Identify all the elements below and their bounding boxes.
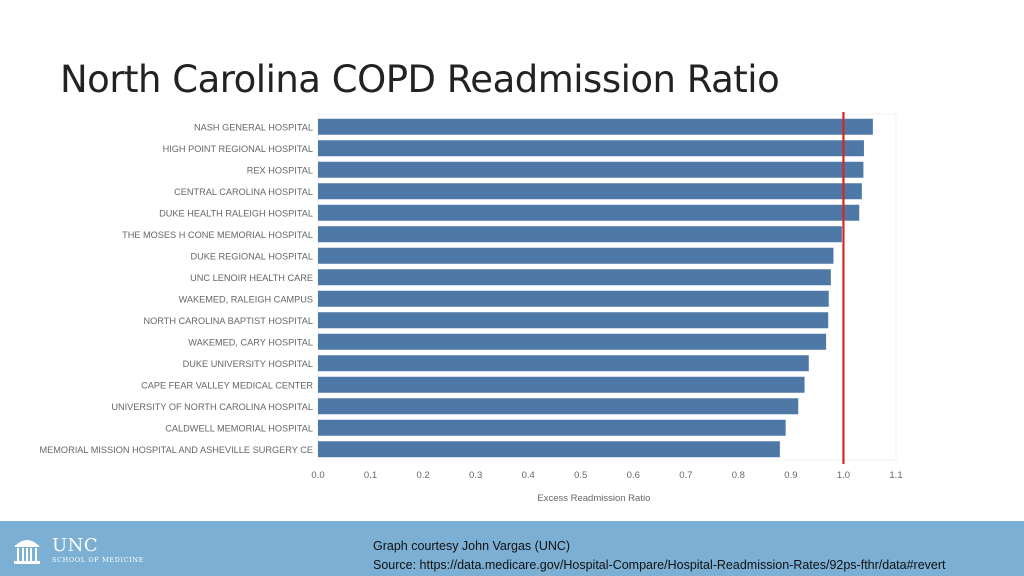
- bar: [318, 441, 780, 458]
- category-label: NASH GENERAL HOSPITAL: [194, 122, 313, 132]
- x-tick-label: 1.0: [837, 470, 850, 481]
- unc-logo: UNC SCHOOL OF MEDICINE: [14, 535, 154, 567]
- bar: [318, 247, 834, 264]
- category-label: CALDWELL MEMORIAL HOSPITAL: [165, 423, 313, 433]
- bar: [318, 333, 827, 350]
- x-tick-label: 0.2: [416, 470, 429, 481]
- category-label: DUKE HEALTH RALEIGH HOSPITAL: [159, 208, 313, 218]
- x-tick-label: 0.0: [311, 470, 324, 481]
- x-tick-label: 0.3: [469, 470, 482, 481]
- chart-svg: NASH GENERAL HOSPITAL HIGH POINT REGIONAL…: [40, 112, 903, 504]
- x-tick-label: 0.6: [627, 470, 640, 481]
- bar: [318, 118, 873, 135]
- category-label: NORTH CAROLINA BAPTIST HOSPITAL: [144, 316, 314, 326]
- bar-chart: NASH GENERAL HOSPITAL HIGH POINT REGIONAL…: [0, 108, 1024, 508]
- category-label: MEMORIAL MISSION HOSPITAL AND ASHEVILLE …: [40, 445, 314, 455]
- bar: [318, 398, 799, 415]
- category-label: CAPE FEAR VALLEY MEDICAL CENTER: [141, 380, 313, 390]
- category-label: WAKEMED, RALEIGH CAMPUS: [179, 294, 313, 304]
- category-label: THE MOSES H CONE MEMORIAL HOSPITAL: [122, 230, 313, 240]
- credit-block: Graph courtesy John Vargas (UNC) Source:…: [373, 537, 946, 575]
- bar: [318, 290, 829, 307]
- bar: [318, 204, 860, 221]
- x-tick-label: 0.5: [574, 470, 587, 481]
- bar: [318, 269, 831, 286]
- bar: [318, 355, 809, 372]
- credit-line: Graph courtesy John Vargas (UNC): [373, 539, 571, 553]
- category-label: DUKE REGIONAL HOSPITAL: [190, 251, 313, 261]
- old-well-icon: [14, 540, 40, 564]
- bar: [318, 140, 864, 157]
- x-tick-label: 0.7: [679, 470, 692, 481]
- category-label: CENTRAL CAROLINA HOSPITAL: [174, 187, 313, 197]
- bar: [318, 376, 805, 393]
- bar: [318, 183, 862, 200]
- bar: [318, 226, 842, 243]
- x-axis-title: Excess Readmission Ratio: [537, 493, 650, 504]
- x-tick-label: 0.8: [732, 470, 745, 481]
- category-label: REX HOSPITAL: [247, 165, 313, 175]
- category-label: WAKEMED, CARY HOSPITAL: [188, 337, 313, 347]
- footer-bar: UNC SCHOOL OF MEDICINE: [0, 521, 1024, 576]
- bar: [318, 419, 786, 436]
- slide-title: North Carolina COPD Readmission Ratio: [60, 58, 780, 101]
- source-line: Source: https://data.medicare.gov/Hospit…: [373, 558, 946, 572]
- x-tick-label: 1.1: [889, 470, 902, 481]
- x-tick-label: 0.9: [784, 470, 797, 481]
- bar: [318, 312, 829, 329]
- x-tick-label: 0.4: [522, 470, 535, 481]
- category-label: HIGH POINT REGIONAL HOSPITAL: [163, 144, 313, 154]
- logo-text: UNC: [52, 535, 99, 556]
- bar: [318, 161, 864, 178]
- x-tick-label: 0.1: [364, 470, 377, 481]
- category-label: UNIVERSITY OF NORTH CAROLINA HOSPITAL: [111, 402, 313, 412]
- category-label: DUKE UNIVERSITY HOSPITAL: [183, 359, 313, 369]
- logo-subtitle: SCHOOL OF MEDICINE: [52, 556, 144, 564]
- category-label: UNC LENOIR HEALTH CARE: [190, 273, 313, 283]
